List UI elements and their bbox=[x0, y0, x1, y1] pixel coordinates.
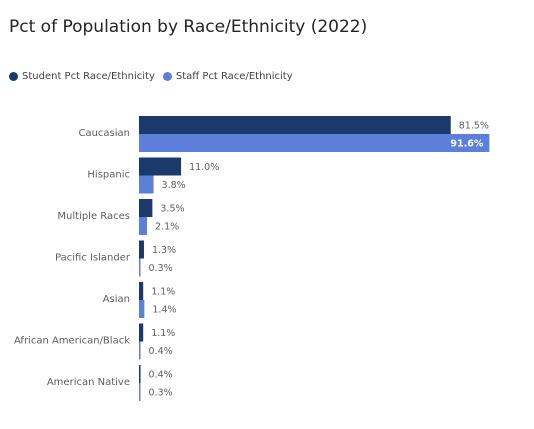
bar-staff-asian[interactable] bbox=[139, 300, 145, 318]
category-label-hispanic: Hispanic bbox=[87, 170, 130, 181]
bar-staff-caucasian[interactable] bbox=[139, 134, 490, 152]
data-label-student-hispanic: 11.0% bbox=[189, 162, 219, 173]
data-label-student-multiple-races: 3.5% bbox=[160, 204, 184, 215]
bar-staff-hispanic[interactable] bbox=[139, 175, 154, 194]
data-label-staff-pacific-islander: 0.3% bbox=[149, 263, 173, 274]
bar-student-hispanic[interactable] bbox=[139, 157, 182, 176]
bar-staff-american-native[interactable] bbox=[139, 383, 141, 401]
legend: Student Pct Race/Ethnicity Staff Pct Rac… bbox=[9, 71, 301, 82]
data-label-staff-multiple-races: 2.1% bbox=[155, 222, 179, 233]
legend-label-staff: Staff Pct Race/Ethnicity bbox=[175, 71, 293, 82]
data-label-student-american-native: 0.4% bbox=[149, 370, 173, 381]
legend-swatch-staff bbox=[162, 72, 172, 81]
data-label-student-african-american/black: 1.1% bbox=[151, 328, 175, 339]
bar-staff-pacific-islander[interactable] bbox=[139, 258, 141, 277]
data-label-staff-american-native: 0.3% bbox=[149, 388, 173, 399]
data-label-staff-hispanic: 3.8% bbox=[162, 180, 186, 191]
data-label-staff-caucasian: 91.6% bbox=[450, 139, 483, 150]
category-label-caucasian: Caucasian bbox=[78, 128, 130, 139]
bar-student-african-american/black[interactable] bbox=[139, 323, 144, 342]
chart-title: Pct of Population by Race/Ethnicity (202… bbox=[9, 17, 368, 37]
data-label-student-pacific-islander: 1.3% bbox=[152, 245, 176, 256]
category-label-american-native: American Native bbox=[47, 377, 130, 388]
data-label-student-caucasian: 81.5% bbox=[459, 121, 489, 132]
bar-staff-african-american/black[interactable] bbox=[139, 341, 141, 360]
category-label-pacific-islander: Pacific Islander bbox=[55, 253, 131, 264]
legend-item-student[interactable]: Student Pct Race/Ethnicity bbox=[9, 71, 155, 82]
category-label-african-american/black: African American/Black bbox=[14, 336, 130, 347]
legend-label-student: Student Pct Race/Ethnicity bbox=[22, 71, 155, 82]
category-label-asian: Asian bbox=[103, 294, 130, 305]
bar-student-asian[interactable] bbox=[139, 282, 144, 300]
bar-student-american-native[interactable] bbox=[139, 365, 141, 383]
category-label-multiple-races: Multiple Races bbox=[57, 211, 130, 222]
legend-item-staff[interactable]: Staff Pct Race/Ethnicity bbox=[162, 71, 293, 82]
data-label-staff-asian: 1.4% bbox=[152, 305, 176, 316]
bar-student-multiple-races[interactable] bbox=[139, 199, 153, 217]
bar-staff-multiple-races[interactable] bbox=[139, 217, 148, 235]
data-label-staff-african-american/black: 0.4% bbox=[149, 346, 173, 357]
data-label-student-asian: 1.1% bbox=[151, 287, 175, 298]
bar-student-caucasian[interactable] bbox=[139, 116, 451, 134]
legend-swatch-student bbox=[9, 72, 18, 81]
bar-student-pacific-islander[interactable] bbox=[139, 240, 144, 259]
